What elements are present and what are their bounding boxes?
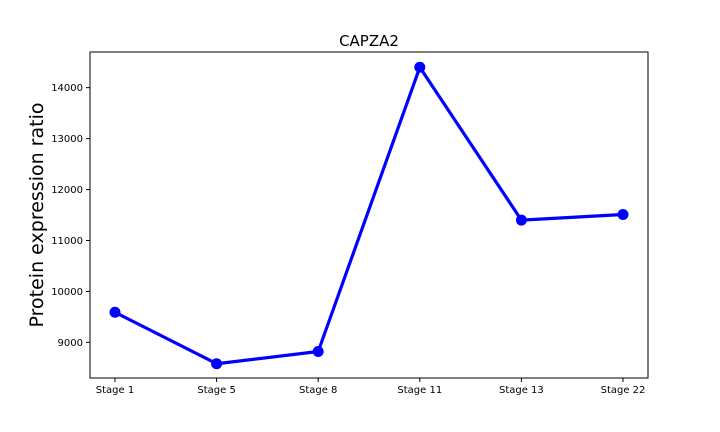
x-tick-label: Stage 11 (397, 385, 442, 396)
x-tick-label: Stage 22 (601, 385, 646, 396)
y-axis-label: Protein expression ratio (26, 103, 48, 328)
x-tick-label: Stage 13 (499, 385, 544, 396)
y-tick-label: 9000 (58, 338, 83, 349)
x-tick-label: Stage 1 (96, 385, 134, 396)
y-tick-label: 13000 (51, 134, 83, 145)
y-tick-label: 12000 (51, 185, 83, 196)
data-point-marker (617, 208, 629, 220)
data-point-marker (211, 358, 223, 370)
data-point-marker (109, 306, 121, 318)
plot-area: 9000 10000 11000 12000 13000 14000 Stage 1 Stag… (51, 61, 646, 396)
data-point-marker (515, 214, 527, 226)
y-tick-label: 11000 (51, 236, 83, 247)
y-tick-label: 10000 (51, 287, 83, 298)
series-line (114, 65, 624, 366)
x-tick-label: Stage 8 (299, 385, 337, 396)
data-point-marker (414, 61, 426, 73)
data-point-marker (312, 346, 324, 358)
plot-frame (89, 51, 649, 379)
chart-title: CAPZA2 (339, 32, 399, 50)
x-tick-label: Stage 5 (197, 385, 235, 396)
y-tick-label: 14000 (51, 83, 83, 94)
